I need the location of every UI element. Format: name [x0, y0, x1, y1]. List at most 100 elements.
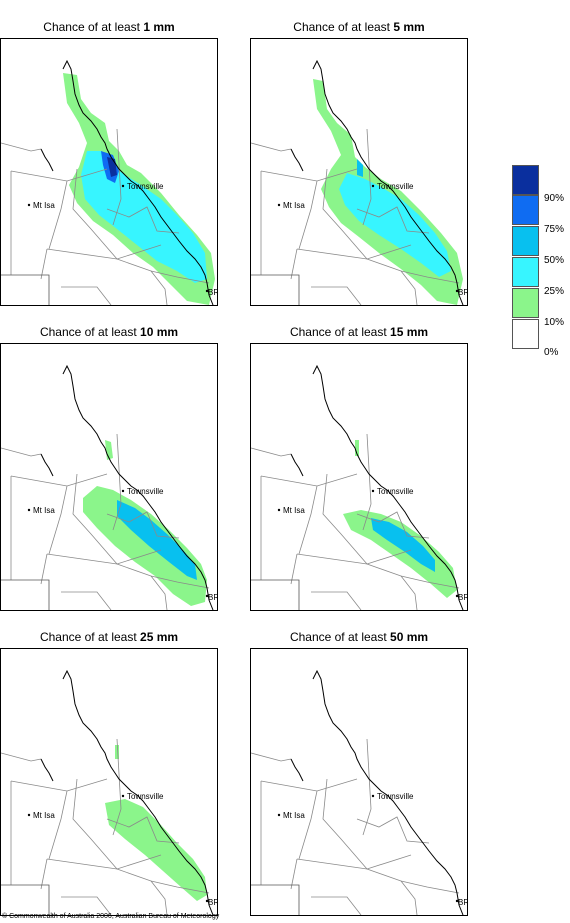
- state-border: [251, 579, 300, 610]
- place-marker: [277, 203, 281, 207]
- map-svg: Townsville Mt Isa BRIS: [1, 669, 217, 915]
- district-boundary: [366, 258, 460, 284]
- place-marker: [455, 594, 459, 598]
- legend-swatch-10-25: [512, 288, 539, 318]
- district-boundary: [1, 447, 42, 457]
- place-label-townsville: Townsville: [377, 182, 414, 191]
- district-boundary: [48, 180, 68, 250]
- map-svg: Townsville Mt Isa BRIS: [251, 364, 467, 610]
- rainfall-map: Townsville Mt Isa BRIS: [250, 38, 468, 306]
- rainfall-map: Townsville Mt Isa BRIS: [250, 343, 468, 611]
- district-boundary: [112, 128, 122, 226]
- district-boundary: [311, 286, 362, 305]
- district-boundary: [72, 473, 118, 565]
- district-boundary: [150, 880, 168, 915]
- legend-swatch-0-10: [512, 319, 539, 349]
- place-marker: [27, 508, 31, 512]
- place-label-townsville: Townsville: [127, 487, 164, 496]
- district-boundary: [48, 790, 68, 860]
- panel-title: Chance of at least 15 mm: [250, 323, 468, 341]
- coastline: [40, 758, 54, 782]
- state-border: [251, 274, 300, 305]
- district-boundary: [311, 591, 362, 610]
- coastline: [62, 59, 214, 305]
- district-boundary: [112, 738, 122, 836]
- district-boundary: [10, 778, 108, 792]
- district-boundary: [298, 180, 318, 250]
- legend-swatch-75-90: [512, 195, 539, 225]
- probability-area: [105, 799, 207, 901]
- district-boundary: [400, 880, 418, 915]
- district-boundary: [362, 738, 372, 836]
- panel-title: Chance of at least 10 mm: [0, 323, 218, 341]
- probability-area: [371, 518, 435, 572]
- panel-title: Chance of at least 1 mm: [0, 18, 218, 36]
- district-boundary: [61, 286, 112, 305]
- district-boundary: [112, 433, 122, 531]
- district-boundary: [61, 591, 112, 610]
- panel-title-amount: 25 mm: [140, 630, 179, 644]
- map-svg: Townsville Mt Isa BRIS: [251, 669, 467, 915]
- place-label-brisbane: BRIS: [458, 898, 467, 907]
- place-marker: [455, 899, 459, 903]
- coastline: [290, 758, 304, 782]
- panel-title-amount: 15 mm: [390, 325, 429, 339]
- legend-label-25: 25%: [544, 286, 565, 297]
- panel-title-amount: 10 mm: [140, 325, 179, 339]
- place-label-mt-isa: Mt Isa: [283, 201, 305, 210]
- district-boundary: [400, 575, 418, 610]
- probability-area: [357, 159, 363, 177]
- place-label-mt-isa: Mt Isa: [283, 811, 305, 820]
- district-boundary: [366, 868, 460, 894]
- district-boundary: [1, 142, 42, 152]
- panel-title-amount: 1 mm: [143, 20, 175, 34]
- district-boundary: [251, 142, 292, 152]
- place-label-brisbane: BRIS: [208, 898, 217, 907]
- place-label-townsville: Townsville: [377, 487, 414, 496]
- district-boundary: [356, 206, 430, 234]
- district-boundary: [116, 868, 210, 894]
- place-marker: [121, 184, 125, 188]
- place-marker: [205, 594, 209, 598]
- coastline: [312, 364, 464, 610]
- district-boundary: [61, 896, 112, 915]
- district-boundary: [150, 575, 168, 610]
- place-label-townsville: Townsville: [377, 792, 414, 801]
- district-boundary: [322, 778, 368, 870]
- place-marker: [121, 794, 125, 798]
- place-label-brisbane: BRIS: [458, 593, 467, 602]
- district-boundary: [290, 858, 298, 890]
- district-boundary: [290, 553, 298, 585]
- place-marker: [455, 289, 459, 293]
- state-border: [251, 884, 300, 915]
- place-label-brisbane: BRIS: [208, 288, 217, 297]
- probability-area: [81, 151, 207, 283]
- place-label-brisbane: BRIS: [208, 593, 217, 602]
- map-svg: Townsville Mt Isa BRIS: [1, 364, 217, 610]
- copyright-notice: © Commonwealth of Australia 2006, Austra…: [2, 913, 220, 920]
- district-boundary: [40, 858, 48, 890]
- place-marker: [27, 813, 31, 817]
- legend-swatch-50-75: [512, 226, 539, 256]
- place-marker: [205, 289, 209, 293]
- coastline: [312, 669, 464, 915]
- legend-label-75: 75%: [544, 224, 565, 235]
- probability-legend: 90% 75% 50% 25% 10% 0%: [512, 165, 570, 358]
- district-boundary: [10, 473, 108, 487]
- place-label-mt-isa: Mt Isa: [33, 811, 55, 820]
- district-boundary: [150, 270, 168, 305]
- place-marker: [121, 489, 125, 493]
- district-boundary: [40, 248, 48, 280]
- district-boundary: [298, 790, 318, 860]
- district-boundary: [290, 248, 298, 280]
- place-marker: [371, 489, 375, 493]
- place-marker: [277, 508, 281, 512]
- district-boundary: [362, 433, 372, 531]
- coastline: [40, 148, 54, 172]
- district-boundary: [296, 854, 412, 870]
- panel-title-prefix: Chance of at least: [293, 20, 391, 34]
- district-boundary: [260, 473, 358, 487]
- rainfall-map: Townsville Mt Isa BRIS: [0, 343, 218, 611]
- probability-area: [343, 510, 457, 598]
- district-boundary: [1, 752, 42, 762]
